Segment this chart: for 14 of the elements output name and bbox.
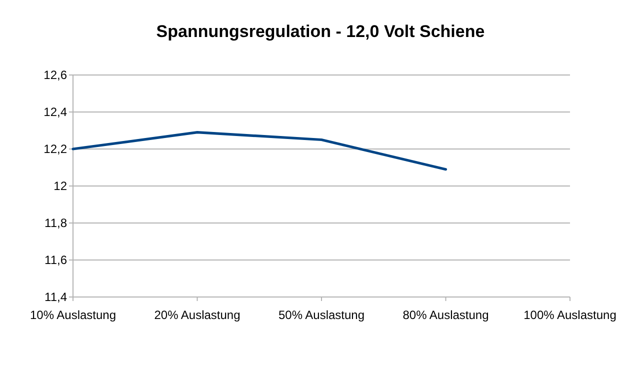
y-tick-label: 12,6 <box>44 68 68 82</box>
y-tick-label: 12,4 <box>44 105 68 119</box>
y-tick-label: 12,2 <box>44 142 68 156</box>
line-series <box>72 131 448 171</box>
x-tick-label: 100% Auslastung <box>524 308 616 322</box>
x-tick-label: 20% Auslastung <box>154 308 240 322</box>
x-tick-label: 50% Auslastung <box>278 308 365 322</box>
x-tick-label: 80% Auslastung <box>402 308 489 322</box>
y-tick-label: 11,6 <box>44 253 68 267</box>
x-tick-label: 10% Auslastung <box>30 308 116 322</box>
y-tick-label: 11,8 <box>44 216 68 230</box>
chart-title: Spannungsregulation - 12,0 Volt Schiene <box>156 22 485 41</box>
y-tick-label: 12 <box>54 179 68 193</box>
y-tick-label: 11,4 <box>44 290 68 304</box>
